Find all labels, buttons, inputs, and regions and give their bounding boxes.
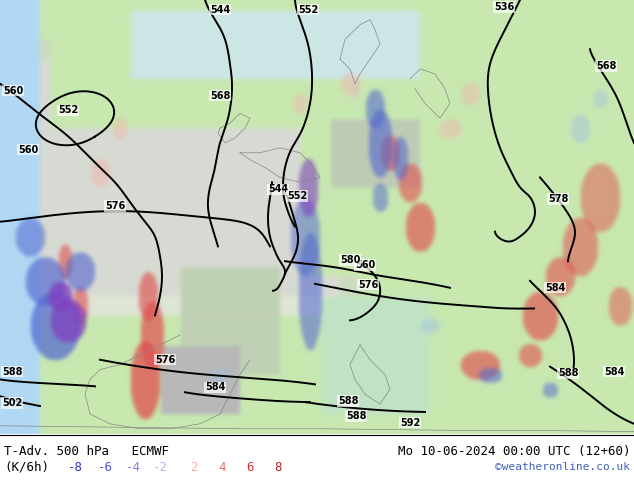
Text: 568: 568	[596, 61, 616, 71]
Text: -6: -6	[98, 461, 112, 473]
Text: 560: 560	[355, 260, 375, 270]
Text: (K/6h): (K/6h)	[4, 461, 49, 473]
Text: 588: 588	[2, 367, 22, 376]
Text: 584: 584	[545, 283, 566, 293]
Text: 576: 576	[358, 280, 378, 290]
Text: 584: 584	[205, 382, 225, 392]
Text: 4: 4	[218, 461, 226, 473]
Text: 588: 588	[558, 368, 578, 378]
Text: 560: 560	[3, 86, 23, 96]
Text: 544: 544	[268, 184, 288, 194]
Text: 576: 576	[155, 355, 175, 365]
Text: 552: 552	[298, 5, 318, 15]
Text: 592: 592	[400, 418, 420, 428]
Text: 568: 568	[210, 91, 230, 100]
Text: 6: 6	[246, 461, 254, 473]
Text: 588: 588	[346, 411, 366, 421]
Text: Mo 10-06-2024 00:00 UTC (12+60): Mo 10-06-2024 00:00 UTC (12+60)	[398, 445, 630, 458]
Text: -4: -4	[126, 461, 141, 473]
Text: 536: 536	[494, 2, 514, 12]
Text: 584: 584	[604, 367, 624, 376]
Text: ©weatheronline.co.uk: ©weatheronline.co.uk	[495, 462, 630, 472]
Text: T-Adv. 500 hPa   ECMWF: T-Adv. 500 hPa ECMWF	[4, 445, 169, 458]
Text: 576: 576	[105, 201, 126, 211]
Text: 2: 2	[190, 461, 198, 473]
Text: 580: 580	[340, 255, 360, 265]
Text: -8: -8	[67, 461, 82, 473]
Text: 560: 560	[18, 145, 38, 155]
Text: 502: 502	[2, 398, 22, 408]
Text: 578: 578	[548, 194, 568, 204]
Text: 552: 552	[58, 105, 78, 115]
Text: -2: -2	[153, 461, 167, 473]
Text: 588: 588	[338, 396, 358, 406]
Text: 552: 552	[287, 191, 307, 201]
Text: 544: 544	[210, 5, 230, 15]
Text: 8: 8	[275, 461, 281, 473]
